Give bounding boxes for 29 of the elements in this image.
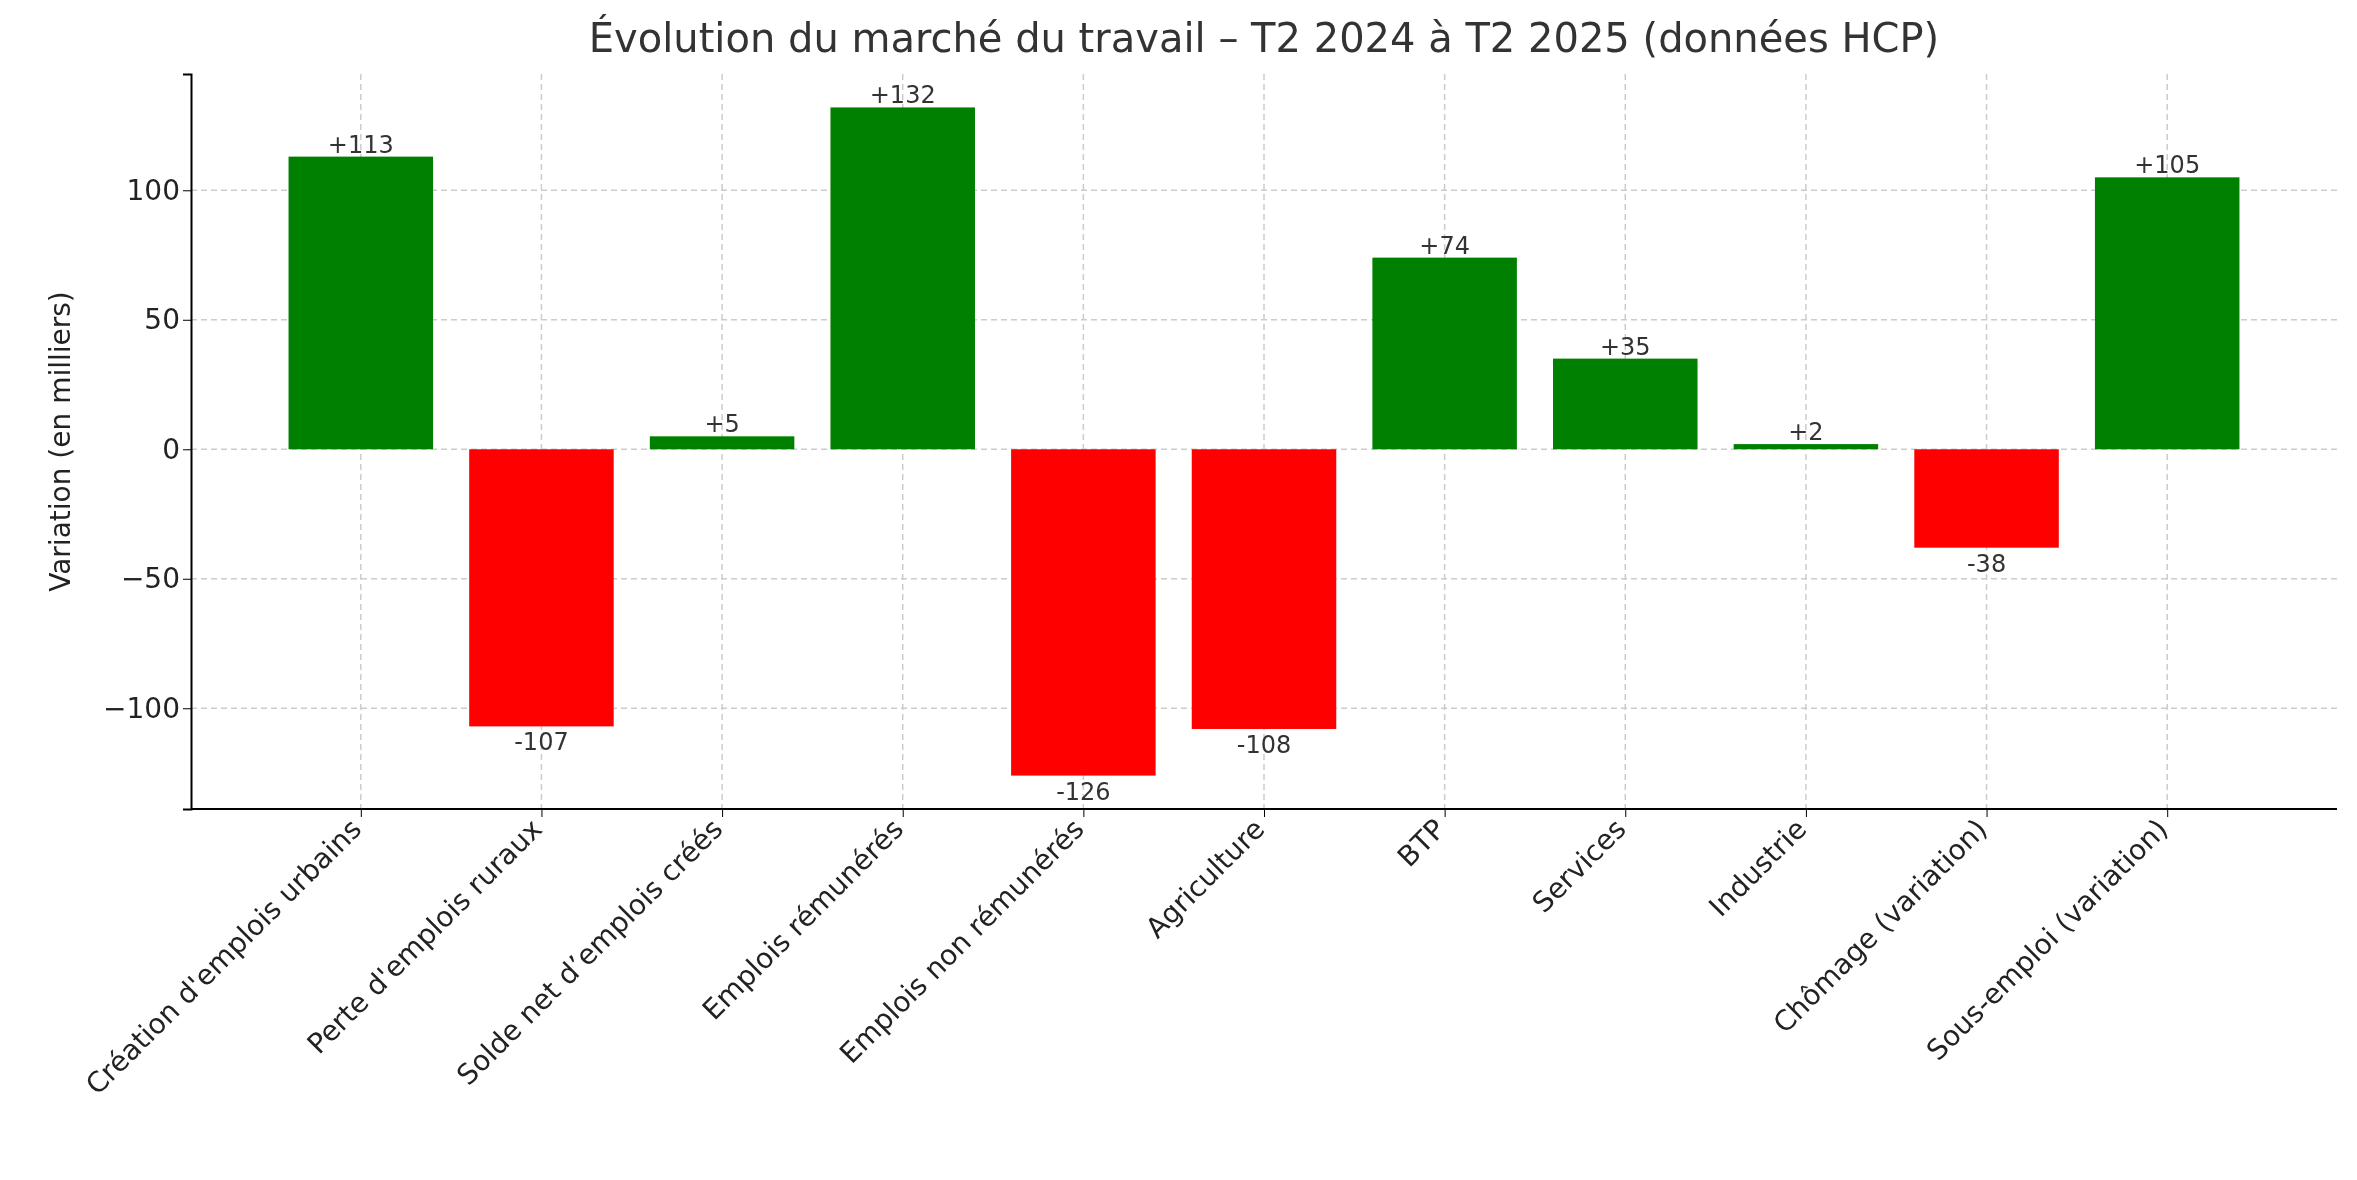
y-tick-label: −100 <box>103 691 180 725</box>
y-tick-label: −50 <box>120 562 180 596</box>
data-label: +35 <box>1599 332 1651 361</box>
bar <box>1553 358 1698 450</box>
bar <box>2094 177 2240 450</box>
y-tick-label: 50 <box>144 303 180 337</box>
data-label: -126 <box>1056 777 1111 806</box>
bar <box>1914 449 2059 548</box>
data-label: -108 <box>1236 730 1292 759</box>
y-tick-label: 0 <box>162 432 180 466</box>
data-label: +132 <box>869 81 936 110</box>
bar <box>649 436 795 450</box>
data-label: +74 <box>1419 231 1470 260</box>
y-axis-title: Variation (en milliers) <box>44 291 77 592</box>
data-label: +2 <box>1788 418 1824 447</box>
bar <box>830 107 975 450</box>
bar <box>1372 257 1517 450</box>
data-label: -38 <box>1966 549 2007 578</box>
chart-title: Évolution du marché du travail – T2 2024 à T2 2025 (données HCP) <box>588 14 1940 61</box>
bar <box>1191 449 1337 729</box>
bar <box>469 449 614 727</box>
data-label: +113 <box>327 130 394 159</box>
data-label: -107 <box>514 728 569 757</box>
data-label: +105 <box>2134 151 2201 180</box>
y-tick-label: 100 <box>126 173 180 207</box>
bar <box>1011 449 1156 776</box>
bar <box>288 156 434 450</box>
bar <box>1733 444 1879 450</box>
data-label: +5 <box>704 410 740 439</box>
